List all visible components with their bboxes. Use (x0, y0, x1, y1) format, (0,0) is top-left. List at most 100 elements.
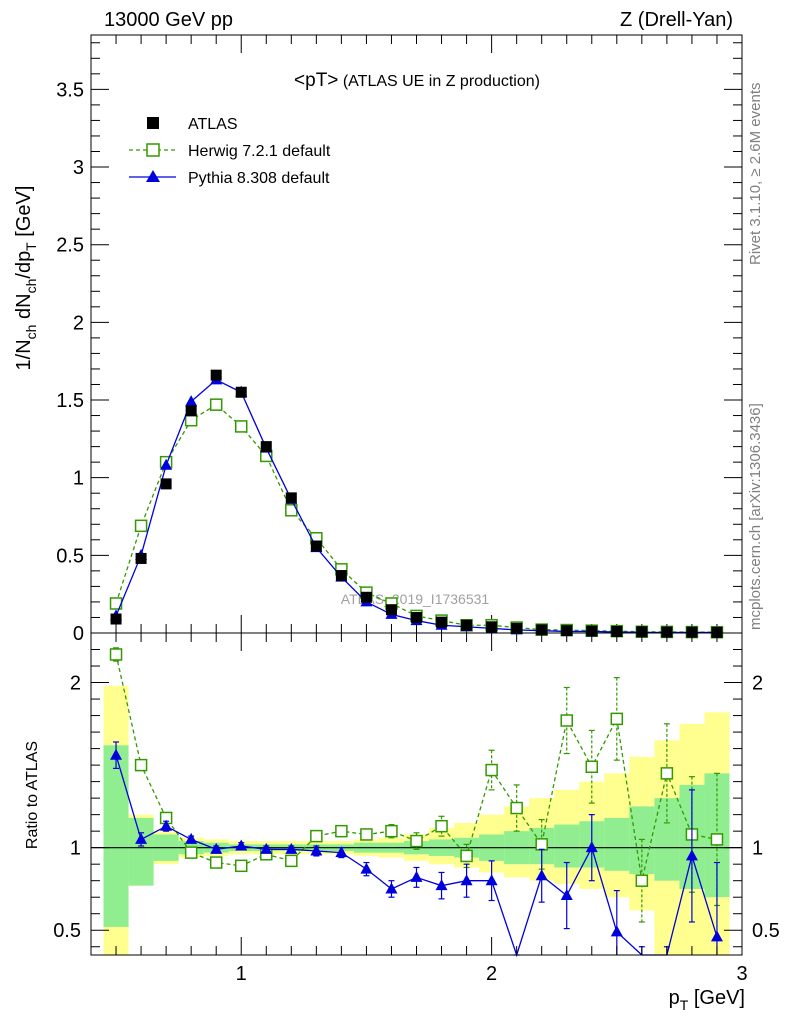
ratio-y-tick-labels: 0.5 0.5 1 1 2 2 (53, 673, 780, 943)
legend-pythia-label: Pythia 8.308 default (188, 170, 330, 187)
header-process-right: Z (Drell-Yan) (620, 9, 733, 31)
ratio-y-tick-label-right: 2 (752, 673, 763, 695)
stat-uncertainty-band (604, 817, 630, 871)
herwig-point (710, 833, 724, 846)
ratio-axis-ticks (91, 633, 743, 955)
pythia-point (210, 842, 223, 854)
atlas-data-point (636, 626, 648, 638)
main-y-tick-label: 3.5 (56, 79, 84, 101)
atlas-data-point (185, 405, 197, 417)
ratio-frame (90, 632, 743, 956)
stat-uncertainty-band (654, 798, 680, 881)
herwig-point (335, 824, 348, 838)
pythia-point (710, 930, 723, 942)
pythia-point (260, 842, 273, 854)
main-y-axis-label: 1/Nch dNch/dpT [GeV] (13, 186, 39, 371)
atlas-data-point (561, 625, 573, 637)
main-y-tick-label: 1 (73, 468, 84, 490)
pythia-point (335, 846, 348, 858)
herwig-point (360, 828, 373, 841)
ratio-y-axis-label: Ratio to ATLAS (24, 741, 41, 849)
main-series (109, 369, 724, 639)
atlas-data-point (686, 626, 698, 638)
herwig-point (560, 714, 573, 727)
ratio-x-tick-labels: 1 2 3 (236, 963, 748, 985)
x-tick-label: 3 (736, 963, 747, 985)
pythia-point (235, 839, 248, 851)
legend-herwig-label: Herwig 7.2.1 default (188, 143, 331, 160)
atlas-data-point (486, 621, 498, 633)
legend-pythia-marker (146, 170, 160, 182)
stat-uncertainty-band (128, 817, 154, 886)
atlas-data-point (210, 369, 222, 381)
herwig-point (134, 519, 148, 533)
pythia-point (285, 842, 298, 854)
main-y-tick-label: 0.5 (56, 545, 84, 567)
herwig-point (660, 767, 674, 780)
herwig-point (585, 760, 599, 774)
xlabel-part: p (669, 987, 680, 1009)
ratio-y-tick-label: 0.5 (53, 920, 81, 942)
x-tick-label: 2 (486, 963, 497, 985)
atlas-data-point (611, 625, 623, 637)
legend: ATLAS Herwig 7.2.1 default Pythia 8.308 … (129, 116, 331, 187)
legend-atlas-marker (147, 117, 159, 129)
pythia-point (110, 748, 123, 760)
plot-title: <pT> (ATLAS UE in Z production) (294, 70, 540, 91)
atlas-data-point (586, 625, 598, 637)
pythia-point (685, 849, 698, 861)
pythia-point (485, 874, 498, 886)
stat-uncertainty-band (103, 745, 129, 927)
mcplots-reference-label: mcplots.cern.ch [arXiv:1306.3436] (747, 403, 764, 630)
atlas-data-point (511, 622, 523, 634)
main-y-tick-labels: 0 0.5 1 1.5 2 2.5 3 3.5 (56, 79, 84, 645)
ylabel-part: 1/N (13, 339, 35, 370)
header-process-left: 13000 GeV pp (104, 9, 233, 31)
ratio-y-tick-label-right: 1 (752, 838, 763, 860)
herwig-point (635, 874, 649, 887)
ylabel-part: dN (13, 293, 35, 324)
pythia-point (610, 925, 623, 937)
herwig-point (184, 846, 198, 859)
ratio-uncertainty-bands (91, 685, 742, 955)
rivet-version-label: Rivet 3.1.10, ≥ 2.6M events (747, 83, 764, 266)
plot-title-main: <pT> (294, 70, 338, 91)
herwig-point (385, 824, 398, 838)
main-y-tick-label: 3 (73, 157, 84, 179)
pythia-point (310, 844, 323, 856)
pythia-point (535, 869, 548, 881)
main-y-tick-label: 1.5 (56, 390, 84, 412)
main-panel: 0 0.5 1 1.5 2 2.5 3 3.5 ATLAS_2019_I1736531 <pT… (56, 34, 743, 645)
ylabel-sub: ch (23, 279, 39, 294)
pythia-point (385, 882, 398, 894)
main-y-tick-label: 2 (73, 312, 84, 334)
herwig-point (435, 819, 448, 833)
herwig-point (535, 838, 548, 851)
pythia-point (185, 395, 198, 407)
atlas-data-point (385, 604, 397, 616)
pythia-point (585, 841, 598, 853)
herwig-point (285, 854, 298, 868)
ylabel-part: [GeV] (13, 186, 35, 243)
atlas-data-point (711, 626, 723, 638)
analysis-watermark: ATLAS_2019_I1736531 (341, 591, 490, 607)
atlas-data-point (110, 613, 122, 625)
herwig-point (234, 859, 248, 873)
herwig-point (610, 712, 624, 726)
ratio-panel: 0.5 0.5 1 1 2 2 1 2 3 (53, 632, 780, 985)
ratio-y-tick-label: 2 (70, 673, 81, 695)
ylabel-part: /dp (13, 251, 35, 279)
xlabel-part: [GeV] (688, 987, 745, 1009)
ratio-y-tick-label: 1 (70, 838, 81, 860)
atlas-data-point (160, 478, 172, 490)
pythia-point (160, 819, 173, 831)
herwig-point (209, 398, 223, 411)
atlas-data-point (260, 441, 272, 453)
atlas-data-point (436, 616, 448, 628)
herwig-point (410, 834, 423, 848)
herwig-point (510, 801, 523, 815)
atlas-data-point (310, 540, 322, 552)
atlas-data-point (135, 552, 147, 564)
herwig-point (209, 856, 223, 869)
